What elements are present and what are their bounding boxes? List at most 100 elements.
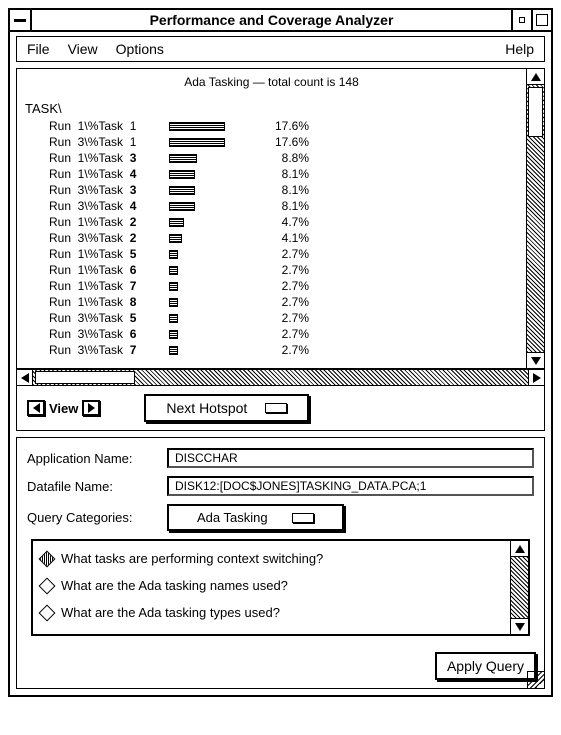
chart-row-pct: 8.8% [249,151,309,165]
scroll-h-thumb[interactable] [35,371,135,384]
menu-file[interactable]: File [27,41,50,57]
datafile-name-label: Datafile Name: [27,479,167,494]
query-categories-menu[interactable]: Ada Tasking [167,504,344,531]
chart-bar [169,138,225,147]
chart-row-label: Run 1\%Task 3 [49,151,169,165]
query-item[interactable]: What tasks are performing context switch… [41,551,502,566]
chart-row-pct: 8.1% [249,199,309,213]
chart-row[interactable]: Run 3\%Task 7 2.7% [25,342,518,358]
chart-content: Ada Tasking — total count is 148 TASK\ R… [17,69,526,368]
chart-row-pct: 2.7% [249,311,309,325]
query-item[interactable]: What are the Ada tasking types used? [41,605,502,620]
chart-row[interactable]: Run 1\%Task 3 8.8% [25,150,518,166]
chart-row[interactable]: Run 3\%Task 5 2.7% [25,310,518,326]
menu-help[interactable]: Help [505,41,534,57]
scroll-h-track[interactable] [33,370,528,385]
apply-query-label: Apply Query [447,658,524,674]
chart-bar [169,346,178,355]
chart-root-label: TASK\ [25,101,518,116]
chart-row-label: Run 1\%Task 8 [49,295,169,309]
chart-bar [169,330,178,339]
chart-row-label: Run 3\%Task 7 [49,343,169,357]
apply-query-button[interactable]: Apply Query [435,652,536,680]
chart-horizontal-scrollbar[interactable] [17,369,544,385]
scroll-right-icon[interactable] [528,370,544,385]
view-prev-button[interactable] [27,400,45,416]
chart-row[interactable]: Run 1\%Task 8 2.7% [25,294,518,310]
chart-bar [169,170,195,179]
view-label: View [49,401,78,416]
view-controls: View Next Hotspot [17,385,544,430]
menu-options[interactable]: Options [116,41,164,57]
chart-row[interactable]: Run 1\%Task 48.1% [25,166,518,182]
chart-row-pct: 17.6% [249,135,309,149]
scroll-track[interactable] [527,85,544,352]
titlebar: Performance and Coverage Analyzer [10,10,551,32]
scroll-left-icon[interactable] [17,370,33,385]
diamond-icon [39,604,56,621]
chart-row-pct: 2.7% [249,295,309,309]
query-categories-label: Query Categories: [27,510,167,525]
chart-bar [169,250,178,259]
chart-bar [169,298,178,307]
chart-row[interactable]: Run 1\%Task 52.7% [25,246,518,262]
chart-bar [169,202,195,211]
datafile-name-input[interactable] [167,476,534,496]
scroll-down-icon[interactable] [527,352,544,368]
next-hotspot-button[interactable]: Next Hotspot [144,394,309,422]
chart-row[interactable]: Run 1\%Task 7 2.7% [25,278,518,294]
chart-vertical-scrollbar[interactable] [526,69,544,368]
chart-row[interactable]: Run 1\%Task 1 17.6% [25,118,518,134]
diamond-icon [39,550,56,567]
next-hotspot-label: Next Hotspot [166,400,247,416]
chart-row-pct: 2.7% [249,343,309,357]
chart-row[interactable]: Run 1\%Task 6 2.7% [25,262,518,278]
minimize-button[interactable] [511,10,531,30]
view-next-button[interactable] [82,400,100,416]
chart-row-label: Run 3\%Task 4 [49,199,169,213]
chart-bar [169,122,225,131]
scroll-track[interactable] [511,557,528,618]
chart-row[interactable]: Run 3\%Task 2 4.1% [25,230,518,246]
resize-handle[interactable] [527,671,545,689]
chart-row-label: Run 3\%Task 1 [49,135,169,149]
chart-row-pct: 2.7% [249,279,309,293]
chart-row-pct: 2.7% [249,263,309,277]
chart-row-pct: 4.7% [249,215,309,229]
chart-row[interactable]: Run 3\%Task 38.1% [25,182,518,198]
chart-row-label: Run 1\%Task 7 [49,279,169,293]
system-menu-button[interactable] [10,10,32,30]
chart-row-label: Run 1\%Task 4 [49,167,169,181]
chart-row[interactable]: Run 3\%Task 4 8.1% [25,198,518,214]
diamond-icon [39,577,56,594]
scroll-up-icon[interactable] [511,541,528,557]
chart-bar [169,154,197,163]
query-item-label: What tasks are performing context switch… [61,551,323,566]
chart-row-pct: 17.6% [249,119,309,133]
chart-row[interactable]: Run 3\%Task 62.7% [25,326,518,342]
chart-row[interactable]: Run 1\%Task 2 4.7% [25,214,518,230]
chart-row-label: Run 3\%Task 2 [49,231,169,245]
query-list-scrollbar[interactable] [510,541,528,634]
query-item-label: What are the Ada tasking names used? [61,578,288,593]
chart-row-label: Run 3\%Task 5 [49,311,169,325]
chart-panel: Ada Tasking — total count is 148 TASK\ R… [16,68,545,431]
chart-row-pct: 4.1% [249,231,309,245]
query-categories-value: Ada Tasking [197,510,268,525]
menu-view[interactable]: View [68,41,98,57]
scroll-down-icon[interactable] [511,618,528,634]
maximize-button[interactable] [531,10,551,30]
chart-row-pct: 2.7% [249,247,309,261]
chart-bar [169,266,178,275]
chart-row-label: Run 1\%Task 6 [49,263,169,277]
application-name-input[interactable] [167,448,534,468]
chart-row-label: Run 1\%Task 1 [49,119,169,133]
scroll-thumb[interactable] [528,87,543,137]
chart-row[interactable]: Run 3\%Task 1 17.6% [25,134,518,150]
query-item-label: What are the Ada tasking types used? [61,605,280,620]
scroll-up-icon[interactable] [527,69,544,85]
query-item[interactable]: What are the Ada tasking names used? [41,578,502,593]
chart-row-label: Run 3\%Task 6 [49,327,169,341]
option-menu-indicator-icon [292,513,314,523]
chart-row-label: Run 1\%Task 2 [49,215,169,229]
